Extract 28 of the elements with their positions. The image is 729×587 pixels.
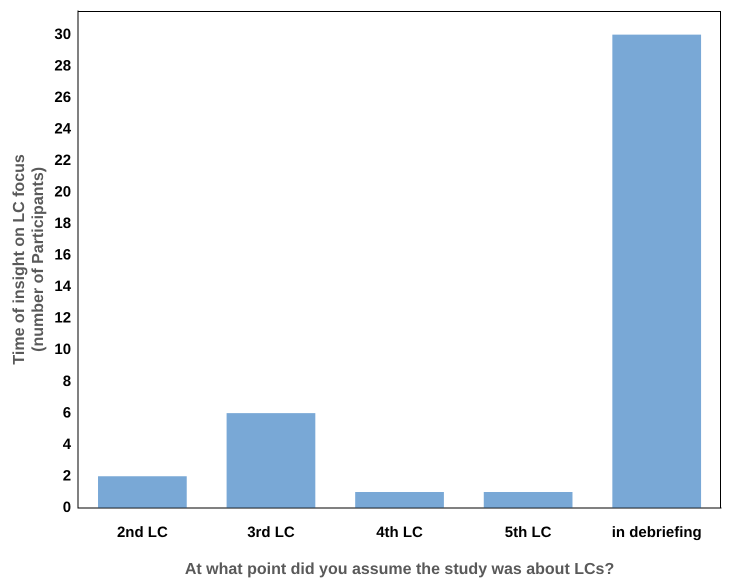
x-tick-label: 4th LC (376, 524, 424, 541)
x-tick-label: in debriefing (612, 524, 702, 541)
bar (98, 476, 187, 508)
bar (355, 492, 444, 508)
y-tick-label: 22 (54, 152, 72, 169)
bar (484, 492, 572, 508)
y-tick-label: 20 (54, 184, 72, 201)
y-tick-label: 18 (54, 215, 72, 232)
y-tick-label: 10 (54, 341, 72, 358)
y-tick-label: 6 (62, 404, 72, 422)
y-tick-label: 26 (54, 88, 72, 106)
x-tick-label: 5th LC (504, 524, 552, 541)
y-tick-label: 2 (62, 467, 72, 484)
x-axis-title: At what point did you assume the study was about LCs? (184, 560, 614, 578)
bar (226, 413, 316, 508)
y-tick-label: 12 (54, 310, 72, 327)
x-tick-label: 3rd LC (247, 524, 295, 541)
y-tick-label: 24 (54, 120, 72, 138)
y-tick-label: 8 (62, 372, 72, 390)
y-axis-title: Time of insight on LC focus (number of Participants) (11, 154, 48, 365)
y-tick-label: 28 (54, 57, 72, 74)
bar (612, 34, 702, 508)
y-tick-label: 0 (62, 498, 72, 516)
x-tick-label: 2nd LC (116, 524, 168, 541)
y-tick-label: 14 (54, 278, 72, 296)
y-tick-label: 30 (54, 26, 72, 43)
y-tick-label: 4 (62, 436, 72, 453)
y-tick-label: 16 (54, 246, 72, 264)
